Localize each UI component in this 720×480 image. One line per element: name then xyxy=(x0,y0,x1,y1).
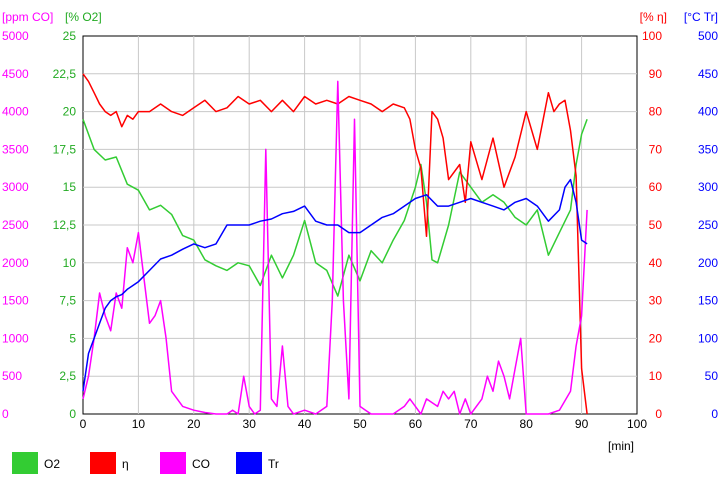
x-tick-label: 0 xyxy=(80,417,87,431)
legend-label-co: CO xyxy=(192,457,210,471)
axis-title-tr: [°C Tr] xyxy=(684,10,718,24)
y-tick-label-co: 1500 xyxy=(2,294,29,308)
y-tick-label-o2: 10 xyxy=(63,256,77,270)
y-tick-label-eta: 0 xyxy=(655,407,662,421)
y-tick-label-o2: 22,5 xyxy=(53,67,77,81)
y-tick-label-o2: 17,5 xyxy=(53,142,77,156)
y-tick-label-tr: 50 xyxy=(705,369,719,383)
y-tick-label-o2: 20 xyxy=(63,105,77,119)
y-tick-label-co: 3500 xyxy=(2,142,29,156)
y-tick-label-eta: 20 xyxy=(649,331,663,345)
y-tick-label-tr: 500 xyxy=(698,29,718,43)
y-tick-label-o2: 5 xyxy=(69,331,76,345)
y-tick-label-eta: 50 xyxy=(649,218,663,232)
legend-label-eta: η xyxy=(122,457,129,471)
x-tick-label: 50 xyxy=(353,417,367,431)
x-tick-label: 40 xyxy=(298,417,312,431)
x-tick-label: 70 xyxy=(464,417,478,431)
series-line-o2 xyxy=(82,118,588,297)
y-tick-label-tr: 350 xyxy=(698,142,718,156)
x-tick-label: 30 xyxy=(243,417,257,431)
y-tick-label-co: 500 xyxy=(2,369,22,383)
axis-title-eta: [% η] xyxy=(640,10,667,24)
x-axis-title: [min] xyxy=(608,439,634,453)
x-tick-label: 80 xyxy=(520,417,534,431)
y-tick-label-eta: 80 xyxy=(649,105,663,119)
legend: O2 η CO Tr xyxy=(12,452,279,474)
legend-label-tr: Tr xyxy=(268,457,279,471)
y-tick-label-co: 2500 xyxy=(2,218,29,232)
y-tick-label-eta: 100 xyxy=(642,29,662,43)
y-tick-label-co: 3000 xyxy=(2,180,29,194)
series-line-tr xyxy=(82,178,588,392)
y-tick-label-co: 1000 xyxy=(2,331,29,345)
x-tick-label: 100 xyxy=(627,417,647,431)
legend-swatch-co xyxy=(160,452,186,474)
axis-title-co: [ppm CO] xyxy=(2,10,53,24)
y-tick-label-tr: 200 xyxy=(698,256,718,270)
y-tick-label-eta: 90 xyxy=(649,67,663,81)
y-tick-label-o2: 0 xyxy=(69,407,76,421)
y-tick-label-tr: 150 xyxy=(698,294,718,308)
y-tick-label-o2: 12,5 xyxy=(53,218,77,232)
legend-swatch-o2 xyxy=(12,452,38,474)
plot-lines xyxy=(82,73,588,415)
y-tick-label-co: 5000 xyxy=(2,29,29,43)
y-tick-label-co: 2000 xyxy=(2,256,29,270)
y-tick-label-tr: 100 xyxy=(698,331,718,345)
axis-titles: [ppm CO] [% O2] [% η] [°C Tr] xyxy=(2,10,718,24)
y-tick-label-o2: 25 xyxy=(63,29,77,43)
legend-label-o2: O2 xyxy=(44,457,60,471)
x-tick-label: 60 xyxy=(409,417,423,431)
y-tick-label-tr: 450 xyxy=(698,67,718,81)
y-tick-label-co: 4000 xyxy=(2,105,29,119)
axis-title-o2: [% O2] xyxy=(65,10,102,24)
axis-ticks: 0 10 20 30 40 50 60 70 80 90 100[min]0500100015002… xyxy=(2,29,718,453)
x-tick-label: 20 xyxy=(187,417,201,431)
y-tick-label-eta: 40 xyxy=(649,256,663,270)
y-tick-label-co: 4500 xyxy=(2,67,29,81)
series-line-eta xyxy=(82,73,588,415)
y-tick-label-tr: 300 xyxy=(698,180,718,194)
y-tick-label-eta: 70 xyxy=(649,142,663,156)
legend-swatch-eta xyxy=(90,452,116,474)
y-tick-label-tr: 400 xyxy=(698,105,718,119)
x-tick-label: 90 xyxy=(575,417,589,431)
y-tick-label-o2: 2,5 xyxy=(59,369,76,383)
y-tick-label-tr: 0 xyxy=(711,407,718,421)
y-tick-label-tr: 250 xyxy=(698,218,718,232)
series-line-co xyxy=(82,80,588,415)
y-tick-label-eta: 60 xyxy=(649,180,663,194)
grid xyxy=(82,35,638,415)
y-tick-label-o2: 7,5 xyxy=(59,294,76,308)
legend-swatch-tr xyxy=(236,452,262,474)
y-tick-label-co: 0 xyxy=(2,407,9,421)
y-tick-label-o2: 15 xyxy=(63,180,77,194)
y-tick-label-eta: 30 xyxy=(649,294,663,308)
x-tick-label: 10 xyxy=(132,417,146,431)
y-tick-label-eta: 10 xyxy=(649,369,663,383)
